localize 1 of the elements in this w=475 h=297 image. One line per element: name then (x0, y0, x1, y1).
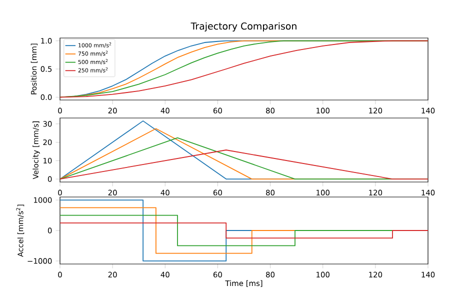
chart-title: Trajectory Comparison (190, 22, 296, 32)
